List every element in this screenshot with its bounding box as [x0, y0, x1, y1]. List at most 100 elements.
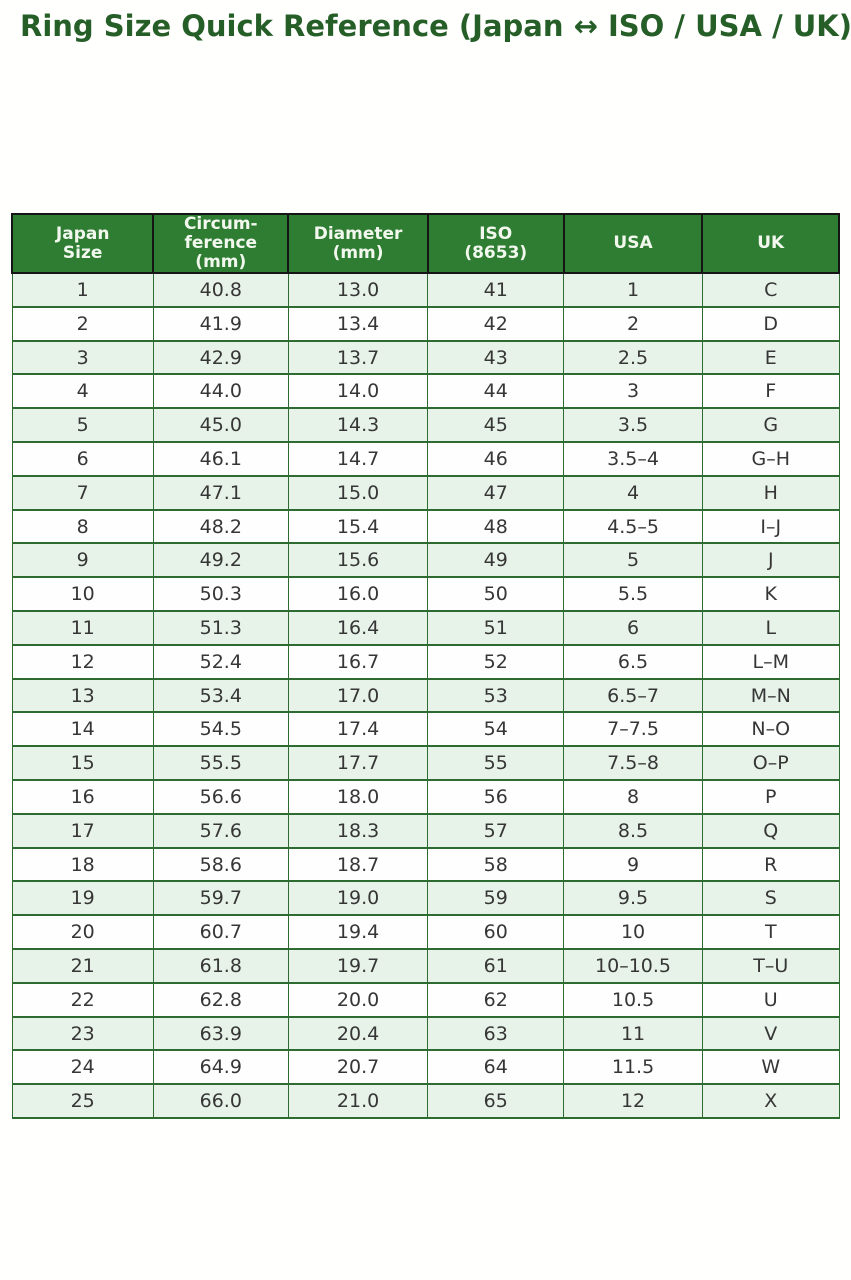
cell: 50.3 — [152, 576, 289, 613]
table-row: 15 55.5 17.7 55 7.5–8 O–P — [11, 745, 840, 782]
cell: T–U — [701, 948, 840, 984]
cell: 59.7 — [152, 880, 289, 917]
column-header: ISO (8653) — [426, 212, 565, 275]
cell: G–H — [701, 441, 840, 477]
cell: 8.5 — [563, 812, 703, 849]
cell: 18.7 — [287, 846, 429, 883]
cell: 10.5 — [563, 981, 703, 1018]
cell: 16.7 — [287, 643, 429, 680]
cell: 17 — [11, 812, 154, 849]
cell: 10 — [11, 576, 154, 613]
cell: 14.7 — [287, 441, 429, 477]
cell: F — [701, 373, 840, 410]
cell: 40.8 — [152, 272, 289, 308]
cell: 62 — [427, 981, 565, 1018]
cell: 45 — [427, 407, 565, 444]
cell: 4 — [11, 373, 154, 410]
ring-size-table: Japan Size Circum- ference (mm) Diameter (… — [10, 212, 840, 1120]
cell: 22 — [11, 981, 154, 1018]
table-row: 13 53.4 17.0 53 6.5–7 M–N — [11, 677, 840, 714]
cell: X — [701, 1083, 840, 1120]
cell: 51 — [427, 610, 565, 646]
column-header: Diameter (mm) — [287, 212, 429, 275]
cell: 6 — [11, 441, 154, 477]
cell: 60.7 — [152, 914, 289, 951]
cell: 20 — [11, 914, 154, 951]
cell: 65 — [427, 1083, 565, 1120]
cell: D — [701, 305, 840, 342]
cell: 63 — [427, 1015, 565, 1052]
table-row: 20 60.7 19.4 60 10 T — [11, 914, 840, 951]
cell: 13 — [11, 677, 154, 714]
cell: E — [701, 339, 840, 376]
cell: 8 — [563, 779, 703, 815]
table-header: Japan Size Circum- ference (mm) Diameter (… — [10, 212, 840, 275]
cell: 62.8 — [152, 981, 289, 1018]
cell: 41 — [427, 272, 565, 308]
cell: 12 — [563, 1083, 703, 1120]
cell: 61.8 — [152, 948, 289, 984]
table-row: 7 47.1 15.0 47 4 H — [11, 474, 840, 511]
cell: L–M — [701, 643, 840, 680]
cell: J — [701, 542, 840, 579]
cell: 46.1 — [152, 441, 289, 477]
cell: 47.1 — [152, 474, 289, 511]
cell: 7.5–8 — [563, 745, 703, 782]
cell: 11.5 — [563, 1049, 703, 1086]
cell: 6.5–7 — [563, 677, 703, 714]
cell: 42 — [427, 305, 565, 342]
cell: 44 — [427, 373, 565, 410]
table-row: 16 56.6 18.0 56 8 P — [11, 779, 840, 815]
cell: 56.6 — [152, 779, 289, 815]
table-row: 3 42.9 13.7 43 2.5 E — [11, 339, 840, 376]
cell: 2.5 — [563, 339, 703, 376]
cell: 7–7.5 — [563, 711, 703, 748]
table-row: 19 59.7 19.0 59 9.5 S — [11, 880, 840, 917]
cell: 15.4 — [287, 508, 429, 545]
cell: 52.4 — [152, 643, 289, 680]
cell: T — [701, 914, 840, 951]
page-title: Ring Size Quick Reference (Japan ↔ ISO /… — [20, 9, 851, 43]
cell: 21 — [11, 948, 154, 984]
cell: 63.9 — [152, 1015, 289, 1052]
column-header: Japan Size — [10, 212, 155, 275]
cell: 15.6 — [287, 542, 429, 579]
cell: 54.5 — [152, 711, 289, 748]
cell: 60 — [427, 914, 565, 951]
cell: 3 — [563, 373, 703, 410]
cell: R — [701, 846, 840, 883]
cell: 9 — [563, 846, 703, 883]
cell: 41.9 — [152, 305, 289, 342]
table-body: 1 40.8 13.0 41 1 C 2 41.9 13.4 42 2 D 3 42.9 13.7 43 2.5… — [11, 272, 840, 1120]
cell: 48 — [427, 508, 565, 545]
cell: 15.0 — [287, 474, 429, 511]
table-row: 10 50.3 16.0 50 5.5 K — [11, 576, 840, 613]
cell: 55 — [427, 745, 565, 782]
cell: 1 — [11, 272, 154, 308]
cell: 49 — [427, 542, 565, 579]
cell: 20.4 — [287, 1015, 429, 1052]
header-row: Japan Size Circum- ference (mm) Diameter (… — [10, 212, 840, 275]
cell: 17.0 — [287, 677, 429, 714]
cell: 19.4 — [287, 914, 429, 951]
cell: 47 — [427, 474, 565, 511]
cell: C — [701, 272, 840, 308]
table-row: 9 49.2 15.6 49 5 J — [11, 542, 840, 579]
cell: 23 — [11, 1015, 154, 1052]
cell: 58 — [427, 846, 565, 883]
cell: 3.5 — [563, 407, 703, 444]
cell: 50 — [427, 576, 565, 613]
cell: 53 — [427, 677, 565, 714]
cell: 15 — [11, 745, 154, 782]
cell: 46 — [427, 441, 565, 477]
table-row: 14 54.5 17.4 54 7–7.5 N–O — [11, 711, 840, 748]
cell: 53.4 — [152, 677, 289, 714]
ring-size-table-container: Japan Size Circum- ference (mm) Diameter (… — [10, 212, 840, 1120]
cell: 3.5–4 — [563, 441, 703, 477]
cell: 5 — [11, 407, 154, 444]
cell: 64.9 — [152, 1049, 289, 1086]
cell: O–P — [701, 745, 840, 782]
table-row: 24 64.9 20.7 64 11.5 W — [11, 1049, 840, 1086]
column-header: Circum- ference (mm) — [152, 212, 290, 275]
cell: 11 — [11, 610, 154, 646]
